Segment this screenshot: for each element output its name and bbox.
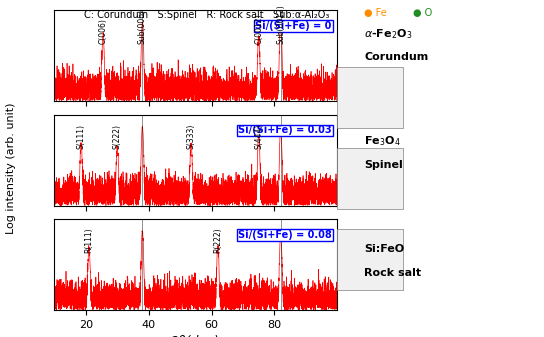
Text: Si/(Si+Fe) = 0.08: Si/(Si+Fe) = 0.08: [238, 230, 332, 240]
Text: Si/(Si+Fe) = 0.03: Si/(Si+Fe) = 0.03: [238, 125, 332, 135]
Text: C: Corundum   S:Spinel   R: Rock salt   Sub:α-Al₂O₃: C: Corundum S:Spinel R: Rock salt Sub:α-…: [84, 10, 330, 20]
Text: Si/(Si+Fe) = 0: Si/(Si+Fe) = 0: [255, 21, 332, 31]
Text: S(222): S(222): [113, 124, 122, 149]
Text: Sub(006): Sub(006): [138, 9, 147, 44]
Text: C(006): C(006): [98, 18, 108, 44]
Text: R(111): R(111): [84, 227, 94, 253]
Text: S(333): S(333): [187, 123, 196, 149]
Text: ● O: ● O: [413, 8, 432, 19]
Text: R(222): R(222): [213, 227, 222, 253]
Text: Rock salt: Rock salt: [364, 268, 422, 278]
Text: S(111): S(111): [77, 124, 85, 149]
Text: Fe$_3$O$_4$: Fe$_3$O$_4$: [364, 135, 401, 148]
Text: S(444): S(444): [254, 123, 263, 149]
Text: $\alpha$-Fe$_2$O$_3$: $\alpha$-Fe$_2$O$_3$: [364, 27, 413, 40]
X-axis label: 2θ(deg): 2θ(deg): [171, 335, 220, 337]
Text: ● Fe: ● Fe: [364, 8, 387, 19]
Text: Si:FeO: Si:FeO: [364, 244, 405, 254]
Text: Corundum: Corundum: [364, 52, 429, 62]
Text: Log intensity (arb. unit): Log intensity (arb. unit): [6, 103, 16, 234]
Text: Sub(0012): Sub(0012): [276, 4, 285, 44]
Text: Spinel: Spinel: [364, 160, 403, 170]
Text: C(0012): C(0012): [254, 13, 263, 44]
